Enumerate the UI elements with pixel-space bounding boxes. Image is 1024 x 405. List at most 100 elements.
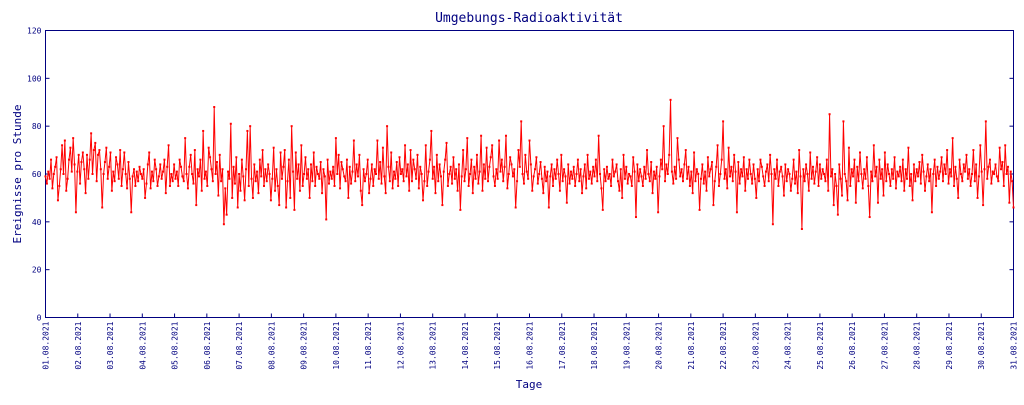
data-point xyxy=(351,170,354,173)
data-point xyxy=(737,161,740,164)
data-point xyxy=(229,122,232,125)
data-point xyxy=(85,153,88,156)
data-point xyxy=(950,175,953,178)
data-point xyxy=(117,177,120,180)
data-point xyxy=(944,173,947,175)
data-point xyxy=(979,144,982,147)
data-point xyxy=(672,182,675,185)
data-point xyxy=(233,182,236,185)
data-point xyxy=(856,165,859,168)
data-point xyxy=(1004,144,1007,147)
data-point xyxy=(101,206,104,209)
data-point xyxy=(135,170,138,173)
data-point xyxy=(911,199,914,202)
data-point xyxy=(932,173,935,175)
data-point xyxy=(892,177,895,180)
data-point xyxy=(953,184,956,187)
data-point xyxy=(168,184,171,187)
series-line xyxy=(45,99,1014,230)
data-point xyxy=(782,194,785,197)
data-point xyxy=(83,168,86,171)
data-point xyxy=(1005,173,1008,175)
data-point xyxy=(503,165,506,168)
data-point xyxy=(520,120,523,123)
data-point xyxy=(709,168,712,171)
data-point xyxy=(336,173,339,175)
x-tick-label: 03.08.2021 xyxy=(106,321,115,369)
x-tick-label: 02.08.2021 xyxy=(74,321,83,369)
data-point xyxy=(552,184,555,187)
data-point xyxy=(607,177,610,180)
data-point xyxy=(381,146,384,149)
data-point xyxy=(882,194,885,197)
data-point xyxy=(742,156,745,159)
data-point xyxy=(651,192,654,195)
data-point xyxy=(297,163,300,166)
data-point xyxy=(99,168,102,171)
data-point xyxy=(534,168,537,171)
data-point xyxy=(1011,180,1014,183)
data-point xyxy=(859,151,861,154)
data-point xyxy=(171,180,174,183)
data-point xyxy=(387,165,390,168)
data-point xyxy=(395,161,398,164)
data-point xyxy=(688,184,691,187)
data-point xyxy=(643,165,646,168)
data-point xyxy=(955,177,958,180)
data-point xyxy=(206,184,209,187)
data-point xyxy=(994,163,997,166)
data-point xyxy=(935,184,938,187)
data-point xyxy=(986,177,989,180)
data-point xyxy=(487,180,490,183)
data-point xyxy=(810,177,813,180)
data-point xyxy=(954,165,957,168)
data-point xyxy=(471,192,474,195)
data-point xyxy=(969,184,972,187)
data-point xyxy=(675,177,678,180)
data-point xyxy=(133,168,135,171)
data-point xyxy=(115,156,118,159)
data-point xyxy=(794,182,797,185)
data-point xyxy=(79,182,82,185)
y-tick-label: 20 xyxy=(32,266,42,275)
data-point xyxy=(581,192,584,195)
data-point xyxy=(189,153,192,156)
data-point xyxy=(153,158,156,161)
data-point xyxy=(491,144,494,147)
data-point xyxy=(269,199,272,202)
data-point xyxy=(373,168,376,171)
data-point xyxy=(394,177,397,180)
x-tick-label: 21.08.2021 xyxy=(687,321,696,369)
data-point xyxy=(836,213,839,216)
data-point xyxy=(861,187,864,190)
data-point xyxy=(415,177,418,180)
data-point xyxy=(323,175,326,178)
data-point xyxy=(897,175,900,178)
data-point xyxy=(670,170,673,173)
data-point xyxy=(762,175,765,178)
y-tick-label: 100 xyxy=(27,74,42,83)
data-point xyxy=(68,158,71,161)
data-point xyxy=(807,189,810,192)
data-point xyxy=(474,177,477,180)
data-point xyxy=(802,168,805,171)
data-point xyxy=(740,168,743,171)
data-point xyxy=(485,146,488,149)
data-point xyxy=(209,156,212,159)
data-point xyxy=(251,196,254,199)
data-point xyxy=(752,163,755,166)
data-point xyxy=(1012,206,1015,209)
data-point xyxy=(380,182,383,185)
data-point xyxy=(287,158,290,161)
data-point xyxy=(362,168,365,171)
data-point xyxy=(94,141,97,144)
data-point xyxy=(388,180,391,183)
data-point xyxy=(347,196,350,199)
data-point xyxy=(156,184,159,187)
data-point xyxy=(824,180,827,183)
data-point xyxy=(113,180,116,183)
data-point xyxy=(445,141,448,144)
data-point xyxy=(326,158,329,161)
data-point xyxy=(463,180,466,183)
